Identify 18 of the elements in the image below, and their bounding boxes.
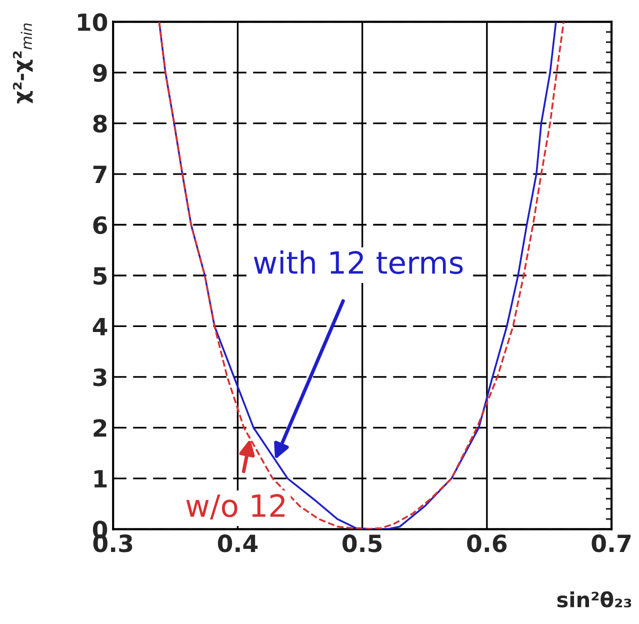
x-tick-label: 0.5 (342, 534, 382, 552)
annotation: w/o 12 (186, 494, 285, 520)
y-tick-label: 3 (93, 368, 106, 386)
y-axis-title: χ²-χ²$_{min}$ (12, 23, 33, 104)
y-tick-label: 5 (94, 267, 107, 285)
y-tick-label: 1 (94, 470, 107, 488)
annotation: with 12 terms (254, 250, 463, 274)
y-tick-label: 10 (78, 13, 108, 32)
y-tick-label: 9 (93, 64, 107, 82)
x-tick-label: 0.4 (218, 534, 258, 552)
x-tick-label: 0.7 (592, 534, 631, 552)
x-tick-label: 0.6 (467, 534, 507, 552)
y-tick-label: 8 (93, 114, 107, 133)
x-axis-title: sin²θ₂₃ (557, 591, 632, 608)
y-tick-label: 7 (93, 166, 106, 184)
y-tick-label: 6 (93, 216, 107, 234)
y-tick-label: 2 (94, 419, 106, 437)
y-tick-label: 4 (92, 318, 108, 336)
